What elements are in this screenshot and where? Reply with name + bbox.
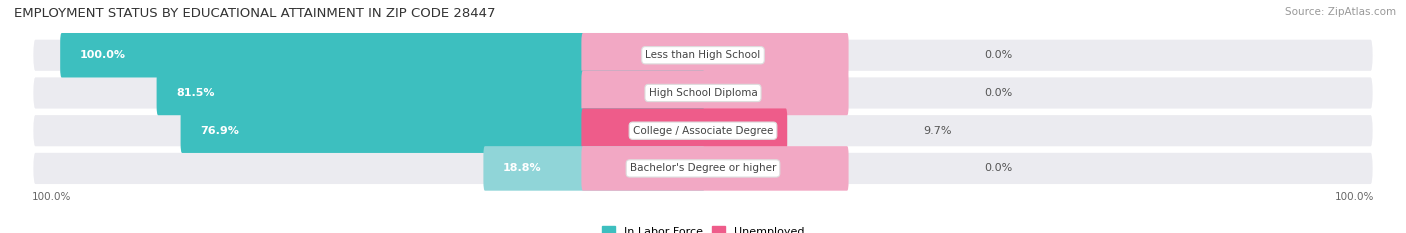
FancyBboxPatch shape (180, 108, 704, 153)
FancyBboxPatch shape (32, 38, 1374, 72)
Legend: In Labor Force, Unemployed: In Labor Force, Unemployed (598, 222, 808, 233)
Text: 100.0%: 100.0% (32, 192, 72, 202)
Text: Less than High School: Less than High School (645, 50, 761, 60)
FancyBboxPatch shape (582, 108, 787, 153)
Text: 100.0%: 100.0% (80, 50, 127, 60)
FancyBboxPatch shape (582, 146, 849, 191)
Text: 0.0%: 0.0% (984, 88, 1012, 98)
Text: 100.0%: 100.0% (1334, 192, 1374, 202)
Text: Source: ZipAtlas.com: Source: ZipAtlas.com (1285, 7, 1396, 17)
FancyBboxPatch shape (484, 146, 704, 191)
FancyBboxPatch shape (32, 151, 1374, 185)
Text: 0.0%: 0.0% (984, 163, 1012, 173)
FancyBboxPatch shape (60, 33, 704, 78)
Text: 18.8%: 18.8% (503, 163, 541, 173)
FancyBboxPatch shape (582, 33, 849, 78)
FancyBboxPatch shape (156, 71, 704, 115)
Text: 76.9%: 76.9% (201, 126, 239, 136)
Text: Bachelor's Degree or higher: Bachelor's Degree or higher (630, 163, 776, 173)
FancyBboxPatch shape (582, 71, 849, 115)
Text: EMPLOYMENT STATUS BY EDUCATIONAL ATTAINMENT IN ZIP CODE 28447: EMPLOYMENT STATUS BY EDUCATIONAL ATTAINM… (14, 7, 495, 20)
Text: 81.5%: 81.5% (176, 88, 215, 98)
FancyBboxPatch shape (32, 76, 1374, 110)
FancyBboxPatch shape (32, 114, 1374, 148)
Text: 9.7%: 9.7% (924, 126, 952, 136)
Text: College / Associate Degree: College / Associate Degree (633, 126, 773, 136)
Text: High School Diploma: High School Diploma (648, 88, 758, 98)
Text: 0.0%: 0.0% (984, 50, 1012, 60)
